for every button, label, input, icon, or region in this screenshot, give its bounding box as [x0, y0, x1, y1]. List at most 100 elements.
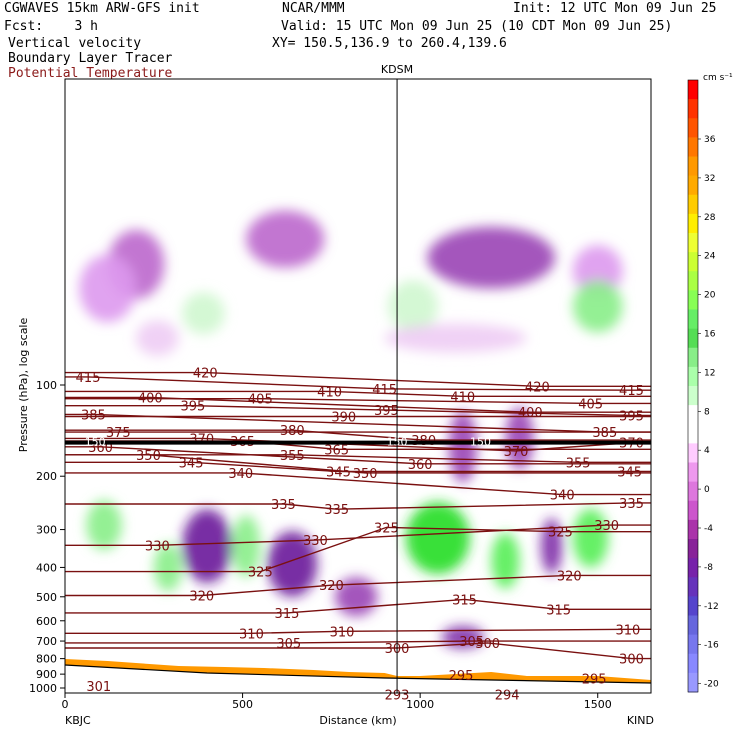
isentrope-label: 300 — [475, 637, 500, 652]
isentrope-label: 325 — [374, 521, 399, 536]
isentrope-label: 300 — [619, 653, 644, 668]
isentrope-line — [65, 598, 651, 614]
isentrope-line — [65, 371, 651, 387]
forecast-hour: Fcst: 3 h — [4, 19, 98, 34]
isentrope-line — [65, 398, 651, 405]
colorbar-tick-label: 12 — [704, 368, 715, 378]
isentrope-line — [65, 446, 651, 465]
isentrope-line — [65, 574, 651, 597]
isentrope-label: 395 — [619, 409, 644, 424]
theta-isentropes — [65, 371, 651, 660]
isentrope-label: 335 — [619, 497, 644, 512]
colorbar-swatch — [688, 386, 698, 406]
x-left-endpoint: KBJC — [65, 714, 91, 727]
colorbar-tick-label: -4 — [704, 524, 713, 534]
colorbar-tick-label: 0 — [704, 485, 710, 495]
colorbar-swatch — [688, 443, 698, 463]
x-tick-label: 500 — [232, 698, 253, 711]
y-tick-label: 100 — [36, 379, 57, 392]
surface-theta-label: 295 — [582, 672, 607, 687]
isentrope-line — [65, 461, 651, 473]
isentrope-label: 410 — [317, 385, 342, 400]
colorbar-tick-label: 28 — [704, 213, 716, 223]
colorbar-swatch — [688, 309, 698, 330]
w-cell — [572, 280, 623, 333]
isentrope-label: 335 — [324, 503, 349, 518]
isentrope-label: 370 — [189, 432, 214, 447]
colorbar-swatch — [688, 99, 698, 119]
w-cell — [182, 292, 225, 335]
w-cell — [572, 508, 609, 568]
w-cell — [572, 245, 623, 297]
isentrope-label: 330 — [145, 539, 170, 554]
isentrope-label: 375 — [106, 426, 131, 441]
init-time: Init: 12 UTC Mon 09 Jun 25 — [513, 1, 717, 16]
colorbar-tick-label: 20 — [704, 291, 716, 301]
isentrope-label: 350 — [136, 449, 161, 464]
x-right-endpoint: KIND — [627, 714, 654, 727]
colorbar-swatch — [688, 328, 698, 349]
isentrope-label: 395 — [180, 400, 205, 415]
surface-theta-label: 301 — [86, 680, 111, 695]
colorbar-swatch — [688, 424, 698, 444]
colorbar-swatch — [688, 558, 698, 578]
colorbar-tick-label: 4 — [704, 446, 710, 456]
y-tick-label: 800 — [36, 653, 57, 666]
y-tick-label: 700 — [36, 635, 57, 648]
isentrope-label: 385 — [592, 426, 617, 441]
isentrope-label: 360 — [408, 458, 433, 473]
terrain-ground — [65, 665, 651, 693]
colorbar-swatch — [688, 615, 698, 636]
isentrope-line — [65, 526, 651, 573]
surface-theta-label: 295 — [449, 669, 474, 684]
isentrope-line — [65, 472, 651, 496]
isentrope-label: 325 — [548, 526, 573, 541]
x-tick-label: 1000 — [406, 698, 434, 711]
colorbar-swatch — [688, 118, 698, 138]
colorbar: 36 32 28 24 20 16 12 8 4 0 -4 -8 -12 -16 -20 — [687, 79, 719, 693]
colorbar-swatch — [688, 213, 698, 234]
isentrope-line — [65, 454, 651, 463]
isentrope-label: 380 — [280, 424, 305, 439]
colorbar-frame — [687, 79, 699, 693]
w-cell — [405, 502, 470, 574]
isentrope-line — [65, 628, 651, 634]
colorbar-swatch — [688, 194, 698, 215]
w-cell — [86, 500, 122, 550]
x-tick-label: 0 — [62, 698, 69, 711]
isentrope-line — [65, 429, 651, 441]
isentrope-label: 315 — [546, 603, 571, 618]
colorbar-tick-label: 36 — [704, 135, 716, 145]
colorbar-swatch — [688, 462, 698, 483]
tropopause-label: 150 — [470, 436, 491, 449]
isentrope-label: 415 — [372, 383, 397, 398]
terrain — [65, 659, 651, 693]
colorbar-swatch — [688, 596, 698, 616]
colorbar-swatch — [688, 500, 698, 521]
x-tick-label: 1500 — [584, 698, 612, 711]
w-cell — [448, 411, 477, 483]
isentrope-label: 320 — [557, 569, 582, 584]
w-cell — [388, 280, 438, 333]
isentrope-label: 320 — [319, 579, 344, 594]
isentrope-label: 340 — [228, 467, 253, 482]
y-tick-label: 200 — [36, 470, 57, 483]
w-cell — [136, 320, 179, 356]
isentrope-line — [65, 390, 651, 397]
terrain-outline — [65, 664, 651, 684]
xy-endpoints: XY= 150.5,136.9 to 260.4,139.6 — [272, 36, 507, 51]
surface-theta-label: 294 — [495, 688, 520, 703]
field-potential-temperature: Potential Temperature — [8, 66, 173, 81]
isentrope-label: 365 — [324, 443, 349, 458]
y-tick-label: 500 — [36, 591, 57, 604]
colorbar-swatch — [688, 271, 698, 291]
w-cell — [246, 210, 325, 268]
isentrope-line — [65, 502, 651, 510]
isentrope-line — [65, 405, 651, 417]
isentrope-label: 330 — [303, 534, 328, 549]
isentrope-label: 415 — [619, 384, 644, 399]
colorbar-tick-label: 8 — [704, 407, 710, 417]
isentrope-label: 350 — [353, 467, 378, 482]
colorbar-swatch — [688, 519, 698, 540]
